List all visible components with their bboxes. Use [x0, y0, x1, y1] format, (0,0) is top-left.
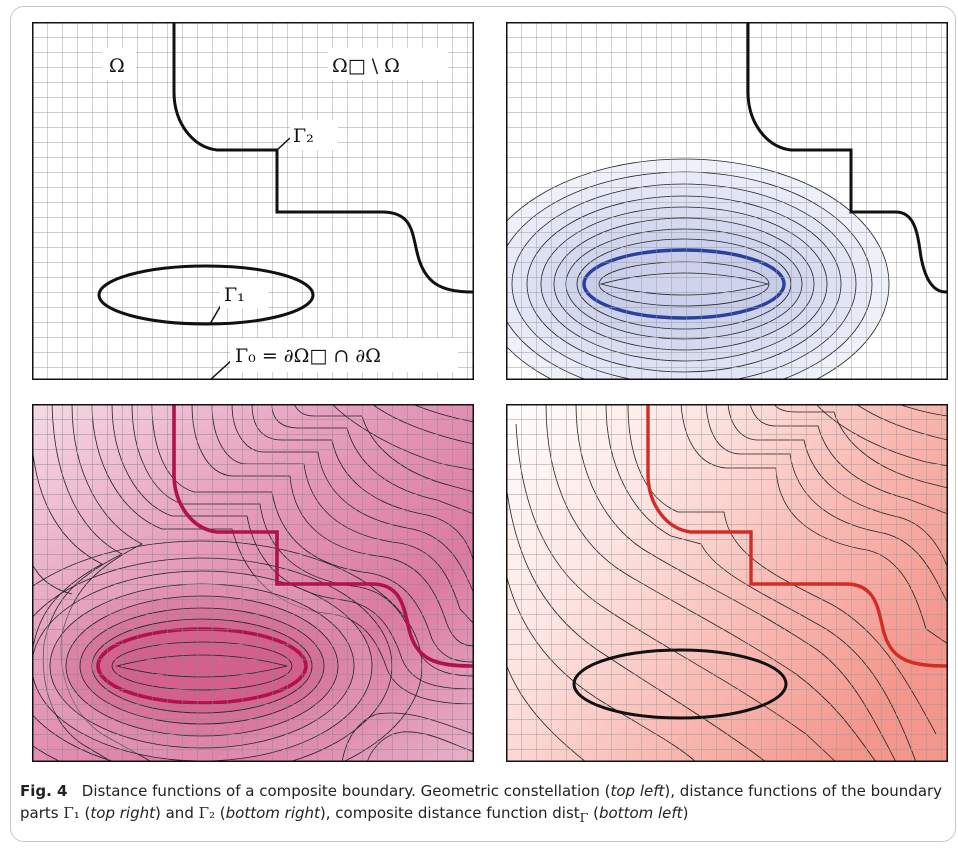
gamma2-distance-plot: [506, 404, 948, 762]
caption-gamma2: Γ₂: [198, 804, 216, 822]
panel-top-left: Ω Ω□ \ Ω Γ₂ Γ₁ Γ₀ = ∂Ω□ ∩ ∂Ω: [32, 22, 474, 380]
caption-text-7: (: [588, 804, 599, 822]
caption-text-1: Distance functions of a composite bounda…: [81, 782, 611, 800]
caption-text-3: (: [79, 804, 91, 822]
caption-text-6: ), composite distance function dist: [319, 804, 580, 822]
composite-distance-plot: [32, 404, 474, 762]
gamma1-ellipse: [97, 264, 315, 326]
omega-box-minus-omega-label: Ω□ \ Ω: [332, 55, 400, 77]
constellation-plot: Ω Ω□ \ Ω Γ₂ Γ₁ Γ₀ = ∂Ω□ ∩ ∂Ω: [32, 22, 474, 380]
grid: [506, 22, 948, 380]
caption-bottom-right: bottom right: [225, 804, 320, 822]
grid: [506, 404, 948, 762]
caption-text-2: ), distance functions of the boundary pa…: [20, 782, 943, 822]
caption-text-5: (: [215, 804, 226, 822]
panel-bottom-right: [506, 404, 948, 762]
gamma2-boundary: [746, 22, 948, 294]
caption-text-8: ): [682, 804, 689, 822]
caption-top-right: top right: [90, 804, 155, 822]
caption-bottom-left: bottom left: [598, 804, 683, 822]
gamma2-boundary: [172, 22, 474, 294]
caption-text-4: ) and: [155, 804, 199, 822]
gamma2-curve-red: [646, 404, 948, 668]
omega-label: Ω: [109, 55, 125, 77]
panel-top-right: [506, 22, 948, 380]
figure-label: Fig. 4: [20, 782, 68, 800]
gamma0-label: Γ₀ = ∂Ω□ ∩ ∂Ω: [235, 345, 381, 367]
figure-caption: Fig. 4 Distance functions of a composite…: [20, 780, 950, 829]
grid: [32, 404, 474, 762]
panel-bottom-left: [32, 404, 474, 762]
gamma1-ellipse: [572, 648, 788, 720]
caption-gamma1: Γ₁: [63, 804, 80, 822]
gamma1-distance-plot: [506, 22, 948, 380]
caption-top-left: top left: [610, 782, 665, 800]
gamma1-label: Γ₁: [224, 284, 245, 306]
gamma2-curve-magenta: [172, 404, 474, 668]
gamma2-label: Γ₂: [293, 125, 314, 147]
caption-dist-subscript: Γ: [579, 810, 589, 825]
